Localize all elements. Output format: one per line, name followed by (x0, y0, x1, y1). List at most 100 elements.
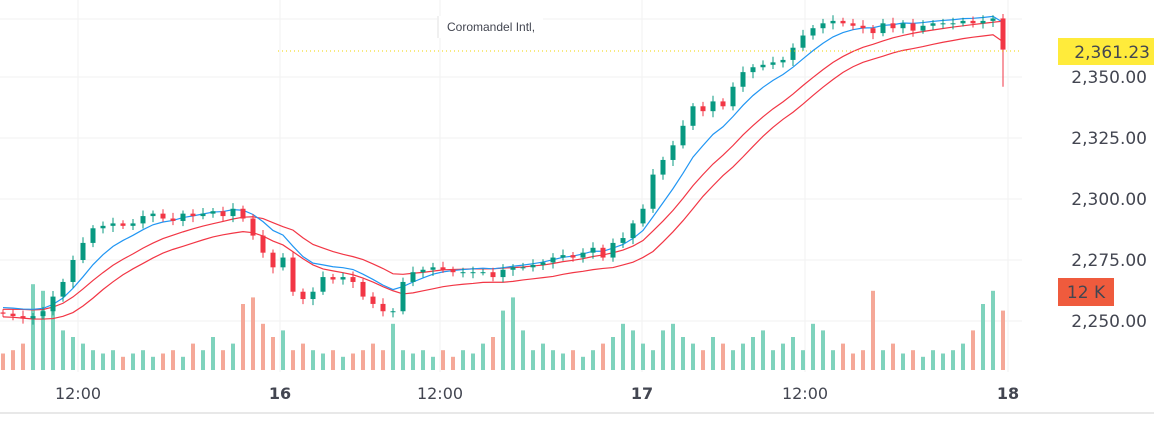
candle-body (50, 296, 56, 312)
volume-bar (581, 356, 585, 370)
candle-body (520, 267, 526, 269)
volume-bar (991, 290, 995, 370)
volume-bar (611, 337, 615, 370)
volume-bar (401, 350, 405, 370)
volume-bar (551, 350, 555, 370)
volume-bar (321, 353, 325, 370)
time-tick-label: 16 (269, 384, 291, 403)
candle-body (750, 67, 756, 73)
candle-body (760, 64, 766, 68)
volume-bar (71, 337, 75, 370)
candle-body (680, 125, 686, 146)
candle-body (570, 255, 576, 258)
candle-body (530, 264, 536, 268)
candle-body (410, 272, 416, 282)
candle-body (490, 272, 496, 278)
volume-bar (291, 350, 295, 370)
volume-bar (571, 350, 575, 370)
volume-bar (221, 350, 225, 370)
volume-bar (351, 353, 355, 370)
candle-body (780, 59, 786, 63)
volume-bar (11, 350, 15, 370)
volume-bar (981, 304, 985, 370)
volume-bar (91, 350, 95, 370)
candle-body (170, 218, 176, 221)
candle-body (640, 208, 646, 224)
candle-body (240, 208, 246, 219)
volume-bar (881, 350, 885, 370)
candle-body (970, 20, 976, 24)
volume-bar (1, 353, 5, 370)
price-tick-label: 2,350.00 (1071, 68, 1147, 88)
candle-body (460, 272, 466, 274)
volume-bar (531, 350, 535, 370)
volume-bar (251, 297, 255, 370)
candle-body (40, 311, 46, 317)
candle-body (940, 23, 946, 25)
volume-bar (901, 353, 905, 370)
candle-body (190, 213, 196, 217)
volume-bar (441, 350, 445, 370)
volume-bar (941, 353, 945, 370)
volume-bar (121, 356, 125, 370)
candle-body (480, 272, 486, 274)
volume-bar (21, 343, 25, 370)
volume-bar (281, 330, 285, 370)
volume-label: 12 K (1067, 283, 1106, 303)
candle-body (510, 267, 516, 270)
volume-bar (131, 353, 135, 370)
price-axis[interactable]: 2,350.00 2,325.00 2,300.00 2,275.00 2,250.00 (1071, 68, 1147, 332)
volume-bar (591, 350, 595, 370)
volume-bar (501, 310, 505, 370)
volume-bar (641, 343, 645, 370)
volume-bar (471, 353, 475, 370)
candle-body (130, 223, 136, 226)
candle-body (560, 255, 566, 258)
candle-body (540, 262, 546, 265)
volume-bar (721, 343, 725, 370)
volume-bar (951, 350, 955, 370)
volume-bar (451, 356, 455, 370)
price-tick-label: 2,250.00 (1071, 312, 1147, 332)
candle-body (220, 211, 226, 217)
symbol-title: Coromandel Intl, (437, 16, 544, 38)
candle-body (870, 28, 876, 34)
volume-bar (781, 343, 785, 370)
candle-body (250, 218, 256, 236)
volume-bar (921, 356, 925, 370)
volume-bar (741, 343, 745, 370)
volume-bar (541, 343, 545, 370)
volume-bar (731, 350, 735, 370)
volume-bar (41, 290, 45, 370)
candles (0, 14, 1006, 325)
candle-body (500, 269, 506, 278)
candle-body (310, 291, 316, 300)
volume-bar (191, 343, 195, 370)
volume-bar (491, 337, 495, 370)
volume-bar (51, 310, 55, 370)
volume-badge (1058, 278, 1114, 306)
volume-bar (201, 350, 205, 370)
volume-bar (621, 323, 625, 370)
candle-body (0, 312, 6, 314)
volume-bar (681, 337, 685, 370)
time-tick-label: 12:00 (55, 384, 101, 403)
time-tick-label: 17 (631, 384, 653, 403)
time-axis[interactable]: 12:00 16 12:00 17 12:00 18 (55, 384, 1019, 403)
volume-bar (481, 343, 485, 370)
candle-body (350, 277, 356, 282)
candle-body (380, 303, 386, 312)
candle-body (100, 225, 106, 229)
candle-body (850, 23, 856, 26)
volume-bars (1, 284, 1005, 370)
volume-bar (421, 350, 425, 370)
candle-body (770, 62, 776, 65)
time-tick-label: 12:00 (782, 384, 828, 403)
volume-bar (601, 343, 605, 370)
candle-body (890, 23, 896, 29)
volume-bar (81, 343, 85, 370)
candle-body (670, 145, 676, 160)
volume-bar (341, 356, 345, 370)
candle-body (590, 247, 596, 253)
